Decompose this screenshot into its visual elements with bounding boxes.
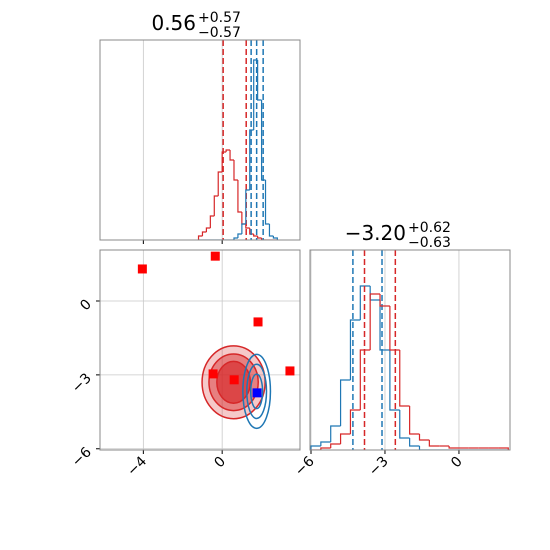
- histogram-step: [241, 223, 246, 234]
- histogram-step: [233, 237, 238, 240]
- point: [210, 251, 220, 261]
- x-tick-label: −3: [366, 454, 392, 480]
- axes-frame: [99, 39, 301, 241]
- title-lower: −0.63: [408, 235, 451, 251]
- y-tick-label: −6: [69, 444, 95, 470]
- point: [137, 264, 147, 274]
- histogram-step: [379, 300, 390, 351]
- histogram-step: [320, 447, 331, 450]
- point: [229, 375, 239, 385]
- histogram-step: [428, 440, 440, 447]
- histogram-step: [359, 349, 371, 410]
- y-tick-label: −3: [69, 370, 95, 396]
- histogram-step: [409, 406, 420, 435]
- histogram-step: [389, 306, 400, 351]
- histogram-step: [409, 438, 420, 447]
- histogram-step: [339, 433, 351, 444]
- histogram-step: [260, 238, 266, 240]
- histogram-step: [205, 227, 211, 232]
- histogram-step: [257, 236, 262, 239]
- histogram-step: [369, 293, 381, 350]
- plot-area: [310, 250, 509, 450]
- point: [208, 369, 218, 379]
- plot-area: [142, 40, 278, 240]
- histogram-step: [330, 443, 341, 448]
- histogram-step: [418, 434, 430, 441]
- histogram-step: [310, 445, 321, 450]
- contour: [246, 363, 268, 420]
- title-upper: +0.62: [408, 220, 451, 236]
- point: [285, 366, 295, 376]
- histogram-step: [245, 189, 250, 224]
- histogram-step: [448, 446, 459, 449]
- histogram-step: [330, 425, 341, 442]
- histogram-step: [201, 231, 207, 236]
- histogram-step: [233, 160, 238, 181]
- point: [252, 388, 262, 398]
- histogram-step: [237, 233, 242, 238]
- x-tick-label: 0: [448, 454, 466, 472]
- histogram-step: [217, 171, 223, 196]
- title-upper: +0.57: [198, 10, 241, 26]
- x-tick-label: −6: [292, 453, 318, 479]
- y-tick-label: 0: [77, 296, 95, 314]
- histogram-step: [197, 235, 203, 240]
- histogram-step: [349, 319, 361, 380]
- histogram-step: [359, 285, 371, 320]
- contour: [249, 373, 264, 410]
- histogram-step: [249, 129, 254, 190]
- histogram-step: [349, 409, 361, 434]
- plot-area: [100, 250, 300, 450]
- title-lower: −0.57: [198, 25, 241, 41]
- histogram-step: [399, 350, 410, 407]
- title-value: 0.56: [151, 11, 196, 35]
- title-value: −3.20: [345, 221, 406, 245]
- histogram-step: [498, 447, 509, 450]
- histogram-step: [399, 410, 410, 439]
- point: [253, 317, 263, 327]
- histogram-step: [268, 224, 274, 237]
- histogram-step: [389, 350, 400, 411]
- axes-frame: [309, 249, 511, 451]
- histogram-step: [257, 60, 262, 101]
- histogram-step: [225, 149, 231, 152]
- histogram-step: [221, 151, 227, 172]
- histogram-step: [379, 294, 390, 307]
- histogram-step: [237, 180, 242, 213]
- histogram-step: [229, 150, 234, 161]
- contour: [242, 353, 272, 430]
- histogram-step: [369, 286, 381, 301]
- histogram-step: [339, 379, 351, 426]
- x-tick-label: 0: [211, 454, 229, 472]
- histogram-step: [320, 441, 331, 446]
- x-tick-label: −4: [124, 453, 150, 479]
- histogram-step: [213, 195, 219, 216]
- axes-frame: [99, 249, 301, 451]
- histogram-step: [253, 234, 258, 237]
- histogram-step: [209, 215, 215, 228]
- histogram-step: [264, 180, 270, 225]
- histogram-step: [418, 446, 430, 450]
- histogram-step: [272, 236, 278, 240]
- histogram-step: [260, 100, 266, 181]
- histogram-step: [249, 228, 254, 235]
